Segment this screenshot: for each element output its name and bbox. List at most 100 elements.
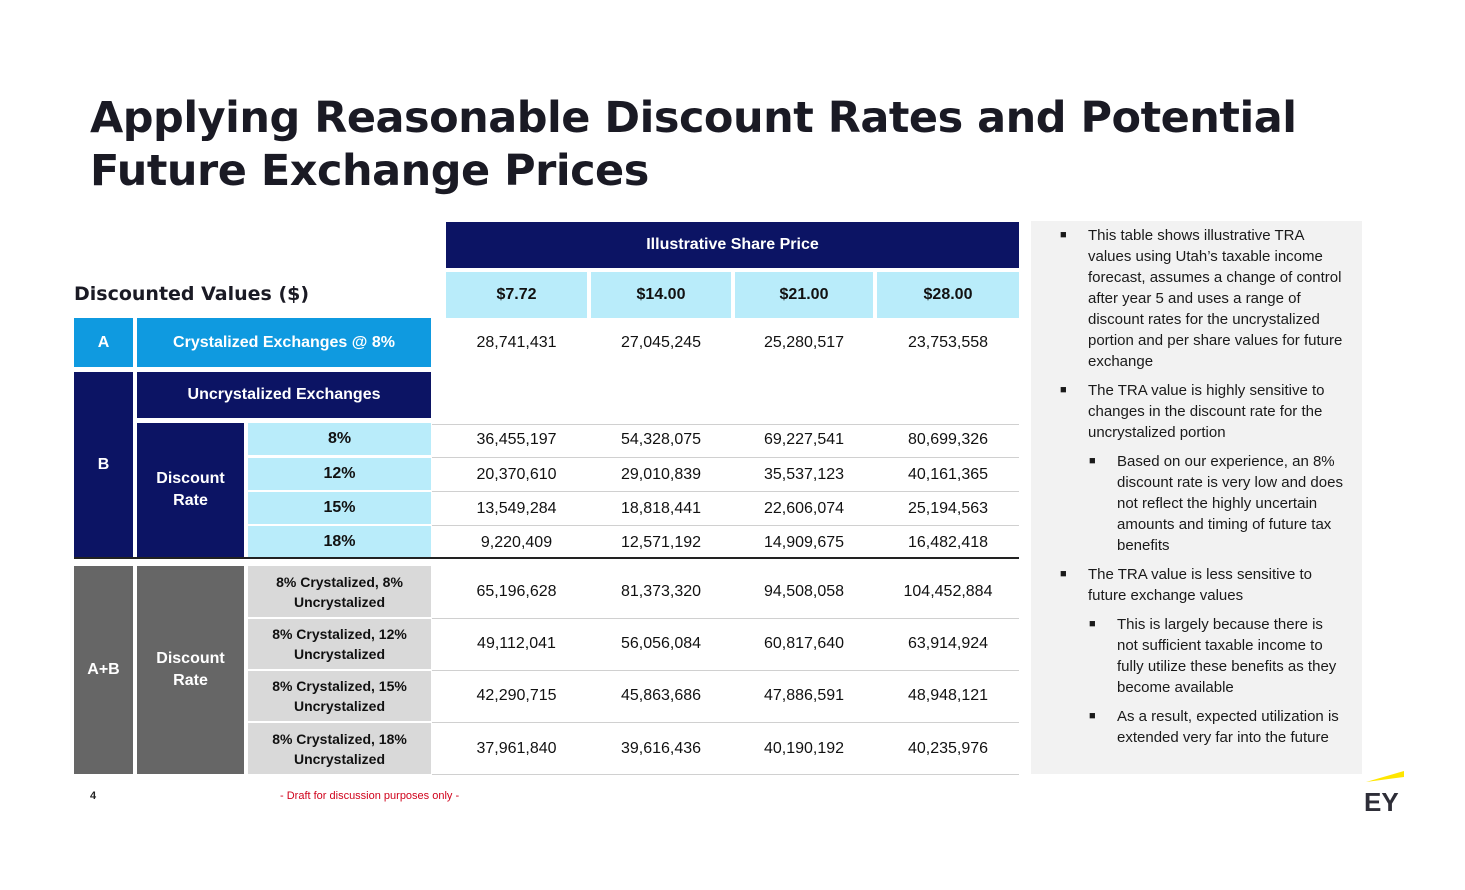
square-bullet-icon: ■ <box>1089 455 1096 467</box>
group-b-rate-label: Discount Rate <box>137 423 244 557</box>
value-cell: 25,194,563 <box>907 499 989 517</box>
combined-rate-cell: 8% Crystalized, 15% Uncrystalized <box>248 671 431 721</box>
combined-rate-cell: 8% Crystalized, 8% Uncrystalized <box>248 566 431 617</box>
note-text: The TRA value is highly sensitive to cha… <box>1088 382 1325 441</box>
row-a-tag: A <box>74 318 133 367</box>
combined-rate-line2: Uncrystalized <box>293 750 386 767</box>
value-cell: 20,370,610 <box>476 465 557 483</box>
value-cell: 35,537,123 <box>763 465 845 483</box>
value-cell: 22,606,074 <box>763 499 845 517</box>
note-subitem: ■ As a result, expected utilization is ex… <box>1059 706 1344 748</box>
note-subitem: ■ This is largely because there is not su… <box>1059 614 1344 698</box>
combined-rate-line1: 8% Crystalized, 8% <box>276 573 403 590</box>
square-bullet-icon: ■ <box>1089 618 1096 630</box>
value-cell: 9,220,409 <box>480 533 553 551</box>
note-item: ■ This table shows illustrative TRA value… <box>1059 225 1344 372</box>
value-cell: 23,753,558 <box>907 333 989 351</box>
value-cell: 45,863,686 <box>620 687 702 704</box>
combined-rate-line2: Uncrystalized <box>293 646 386 662</box>
row-divider <box>432 525 1019 526</box>
combined-rate-line2: Uncrystalized <box>293 593 386 610</box>
value-cell: 104,452,884 <box>903 582 993 600</box>
group-ab-rate-label-text: Discount Rate <box>156 650 225 689</box>
group-b-tag: B <box>74 372 133 557</box>
uncrystalized-header: Uncrystalized Exchanges <box>137 372 431 418</box>
value-cell: 60,817,640 <box>763 635 845 652</box>
row-divider <box>432 491 1019 492</box>
value-cell: 12,571,192 <box>620 533 702 551</box>
value-cell: 47,886,591 <box>763 687 845 704</box>
value-cell: 63,914,924 <box>907 635 989 652</box>
value-cell: 27,045,245 <box>620 333 702 351</box>
share-price-header: Illustrative Share Price <box>446 222 1019 268</box>
value-cell: 25,280,517 <box>763 333 845 351</box>
value-cell: 16,482,418 <box>907 533 989 551</box>
note-text: As a result, expected utilization is ext… <box>1117 708 1339 746</box>
value-cell: 49,112,041 <box>477 635 556 652</box>
value-cell: 37,961,840 <box>476 739 557 757</box>
row-divider <box>432 618 1019 619</box>
table-subhead: Discounted Values ($) <box>74 283 310 305</box>
square-bullet-icon: ■ <box>1089 710 1096 722</box>
ey-logo: EY <box>1364 771 1404 815</box>
group-ab-rate-label: Discount Rate <box>137 566 244 774</box>
square-bullet-icon: ■ <box>1060 229 1067 241</box>
rate-cell: 15% <box>248 492 431 524</box>
value-cell: 81,373,320 <box>620 582 702 600</box>
ey-logo-text: EY <box>1364 787 1399 815</box>
row-divider <box>432 722 1019 723</box>
row-divider <box>432 424 1019 425</box>
value-cell: 69,227,541 <box>763 430 845 448</box>
page-title: Applying Reasonable Discount Rates and P… <box>90 93 1297 196</box>
note-text: This table shows illustrative TRA values… <box>1088 227 1343 370</box>
value-cell: 80,699,326 <box>907 430 989 448</box>
note-subitem: ■ Based on our experience, an 8% discount… <box>1059 451 1344 556</box>
rate-cell: 18% <box>248 526 431 557</box>
notes-panel: ■ This table shows illustrative TRA value… <box>1031 221 1362 774</box>
value-cell: 65,196,628 <box>476 582 557 600</box>
row-divider <box>432 670 1019 671</box>
square-bullet-icon: ■ <box>1060 384 1067 396</box>
row-a-label: Crystalized Exchanges @ 8% <box>137 318 431 367</box>
value-cell: 13,549,284 <box>476 499 557 517</box>
rate-cell: 8% <box>248 423 431 455</box>
price-header: $7.72 <box>446 272 587 318</box>
value-cell: 18,818,441 <box>620 499 702 517</box>
value-cell: 29,010,839 <box>620 465 702 483</box>
note-text: This is largely because there is not suf… <box>1117 616 1337 696</box>
ey-logo-accent-icon <box>1366 771 1404 782</box>
value-cell: 40,235,976 <box>907 739 989 757</box>
rate-cell: 12% <box>248 458 431 490</box>
value-cell: 56,056,084 <box>620 635 702 652</box>
row-divider <box>432 457 1019 458</box>
combined-rate-cell: 8% Crystalized, 18% Uncrystalized <box>248 723 431 774</box>
notes-list: ■ This table shows illustrative TRA value… <box>1059 225 1344 748</box>
draft-note: - Draft for discussion purposes only - <box>280 790 460 802</box>
section-divider <box>74 557 1019 559</box>
combined-rate-line1: 8% Crystalized, 15% <box>272 678 407 694</box>
price-header: $14.00 <box>591 272 731 318</box>
square-bullet-icon: ■ <box>1060 568 1067 580</box>
note-item: ■ The TRA value is less sensitive to futu… <box>1059 564 1344 606</box>
value-cell: 14,909,675 <box>763 533 845 551</box>
combined-rate-line1: 8% Crystalized, 12% <box>272 626 407 642</box>
value-cell: 28,741,431 <box>476 333 557 351</box>
value-cell: 54,328,075 <box>620 430 702 448</box>
note-item: ■ The TRA value is highly sensitive to ch… <box>1059 380 1344 443</box>
price-header: $21.00 <box>735 272 873 318</box>
value-cell: 48,948,121 <box>907 687 989 704</box>
value-cell: 40,190,192 <box>763 739 845 757</box>
note-text: Based on our experience, an 8% discount … <box>1117 453 1343 554</box>
note-text: The TRA value is less sensitive to futur… <box>1088 566 1312 604</box>
group-b-rate-label-text: Discount Rate <box>156 470 225 509</box>
value-cell: 36,455,197 <box>476 430 557 448</box>
value-cell: 42,290,715 <box>476 687 557 704</box>
value-cell: 40,161,365 <box>907 465 989 483</box>
combined-rate-cell: 8% Crystalized, 12% Uncrystalized <box>248 619 431 669</box>
combined-rate-line2: Uncrystalized <box>293 698 386 714</box>
value-cell: 39,616,436 <box>620 739 702 757</box>
page-number: 4 <box>90 790 97 802</box>
combined-rate-line1: 8% Crystalized, 18% <box>272 730 407 747</box>
row-divider <box>432 774 1019 775</box>
group-ab-tag: A+B <box>74 566 133 774</box>
